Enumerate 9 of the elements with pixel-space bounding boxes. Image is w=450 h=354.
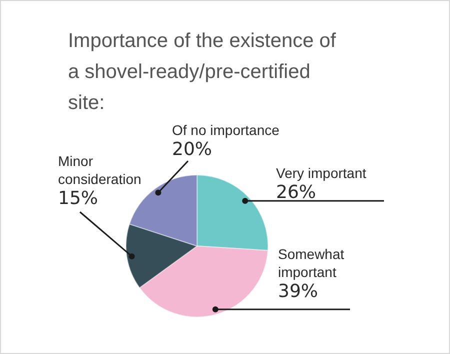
data-label: 39% — [278, 281, 318, 302]
data-label: 20% — [172, 139, 212, 160]
data-label: 26% — [276, 182, 316, 203]
slice-label: Of no importance — [172, 122, 280, 138]
slice-label: Minor consideration — [58, 153, 142, 187]
chart-title: Importance of the existence of a shovel-ready/pre-certified site: — [68, 30, 336, 114]
slice-label: Very important — [276, 165, 366, 181]
data-label: 15% — [58, 188, 98, 209]
slice-label: Somewhat important — [278, 246, 344, 280]
